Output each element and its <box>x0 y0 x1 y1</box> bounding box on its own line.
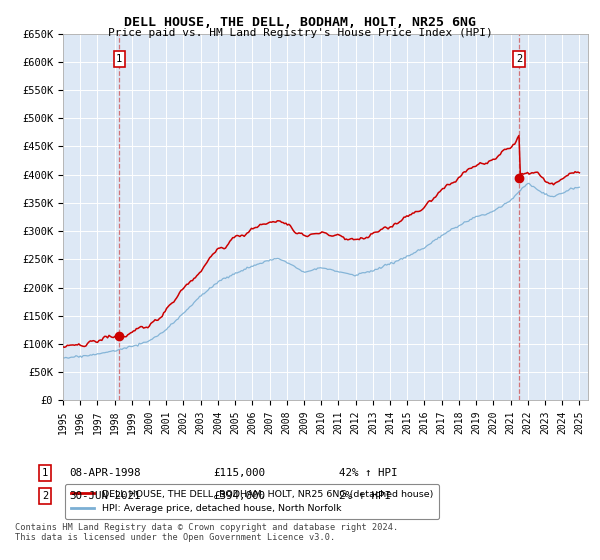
Text: £394,000: £394,000 <box>213 491 265 501</box>
Text: 42% ↑ HPI: 42% ↑ HPI <box>339 468 397 478</box>
Text: 2: 2 <box>516 54 522 64</box>
Text: 30-JUN-2021: 30-JUN-2021 <box>69 491 140 501</box>
Text: £115,000: £115,000 <box>213 468 265 478</box>
Text: 1: 1 <box>116 54 122 64</box>
Text: 2: 2 <box>42 491 48 501</box>
Text: DELL HOUSE, THE DELL, BODHAM, HOLT, NR25 6NG: DELL HOUSE, THE DELL, BODHAM, HOLT, NR25… <box>124 16 476 29</box>
Text: Contains HM Land Registry data © Crown copyright and database right 2024.
This d: Contains HM Land Registry data © Crown c… <box>15 522 398 542</box>
Text: Price paid vs. HM Land Registry's House Price Index (HPI): Price paid vs. HM Land Registry's House … <box>107 28 493 38</box>
Text: 08-APR-1998: 08-APR-1998 <box>69 468 140 478</box>
Legend: DELL HOUSE, THE DELL, BODHAM, HOLT, NR25 6NG (detached house), HPI: Average pric: DELL HOUSE, THE DELL, BODHAM, HOLT, NR25… <box>65 484 439 519</box>
Text: 2% ↑ HPI: 2% ↑ HPI <box>339 491 391 501</box>
Text: 1: 1 <box>42 468 48 478</box>
